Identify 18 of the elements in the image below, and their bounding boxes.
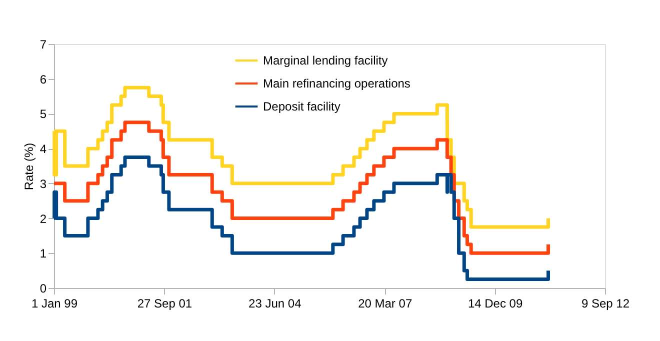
y-tick-label: 5 bbox=[40, 107, 47, 122]
y-tick-label: 2 bbox=[40, 212, 47, 226]
legend-label: Deposit facility bbox=[263, 100, 340, 114]
y-tick-label: 1 bbox=[40, 246, 47, 261]
x-tick-label: 20 Mar 07 bbox=[358, 296, 412, 310]
y-tick-label: 7 bbox=[40, 38, 47, 52]
y-axis-title: Rate (%) bbox=[22, 142, 36, 190]
legend-label: Marginal lending facility bbox=[263, 54, 388, 68]
x-tick-label: 9 Sep 12 bbox=[581, 296, 630, 310]
y-tick-label: 6 bbox=[40, 72, 47, 86]
x-tick-label: 23 Jun 04 bbox=[248, 296, 302, 310]
y-tick-label: 3 bbox=[40, 176, 47, 191]
y-tick-label: 4 bbox=[40, 142, 47, 156]
x-tick-label: 1 Jan 99 bbox=[31, 296, 78, 310]
x-tick-label: 27 Sep 01 bbox=[137, 296, 192, 310]
legend-label: Main refinancing operations bbox=[263, 76, 410, 90]
x-tick-label: 14 Dec 09 bbox=[468, 296, 523, 310]
y-tick-label: 0 bbox=[40, 282, 47, 296]
